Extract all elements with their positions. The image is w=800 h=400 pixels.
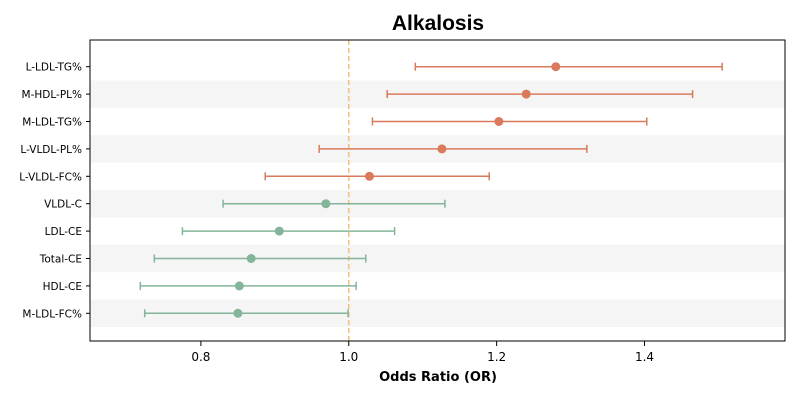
category-label: VLDL-C (44, 199, 82, 211)
or-point (234, 281, 244, 291)
category-label: M-LDL-FC% (22, 308, 82, 320)
row-ldl-ce (181, 226, 396, 236)
x-axis-label: Odds Ratio (OR) (379, 370, 497, 385)
x-tick-label: 0.8 (191, 350, 210, 364)
row-hdl-ce (139, 281, 357, 291)
y-axis: L-LDL-TG% M-HDL-PL% M-LDL-TG% L-VLDL-PL% L-V… (19, 62, 90, 320)
or-point (233, 308, 243, 318)
row-m-ldl-fc- (143, 308, 349, 318)
category-label: L-VLDL-PL% (20, 144, 82, 156)
or-point (551, 62, 561, 72)
row-l-vldl-pl- (318, 144, 588, 154)
or-point (274, 226, 284, 236)
category-label: M-LDL-TG% (22, 117, 82, 129)
plot-frame (89, 39, 786, 342)
x-tick-label: 1.4 (635, 350, 654, 364)
or-point (437, 144, 447, 154)
row-m-ldl-tg- (371, 117, 648, 126)
x-tick-label: 1.2 (487, 350, 506, 364)
category-label: HDL-CE (43, 281, 82, 293)
row-total-ce (153, 254, 367, 263)
row-vldl-c (222, 199, 446, 209)
data-rows (139, 62, 723, 318)
or-point (521, 89, 531, 99)
or-point (494, 117, 504, 126)
category-label: M-HDL-PL% (22, 89, 82, 101)
category-label: Total-CE (39, 254, 82, 266)
row-l-ldl-tg- (414, 62, 723, 72)
row-l-vldl-fc- (264, 171, 491, 181)
or-point (364, 171, 374, 181)
category-label: LDL-CE (45, 226, 82, 238)
category-label: L-LDL-TG% (26, 62, 82, 74)
x-tick-label: 1.0 (339, 350, 358, 364)
x-axis: 0.8 1.0 1.2 1.4 (191, 341, 654, 364)
or-point (321, 199, 331, 209)
row-m-hdl-pl- (386, 89, 694, 99)
category-label: L-VLDL-FC% (19, 171, 82, 183)
chart-title: Alkalosis (392, 12, 484, 35)
or-point (246, 254, 256, 263)
